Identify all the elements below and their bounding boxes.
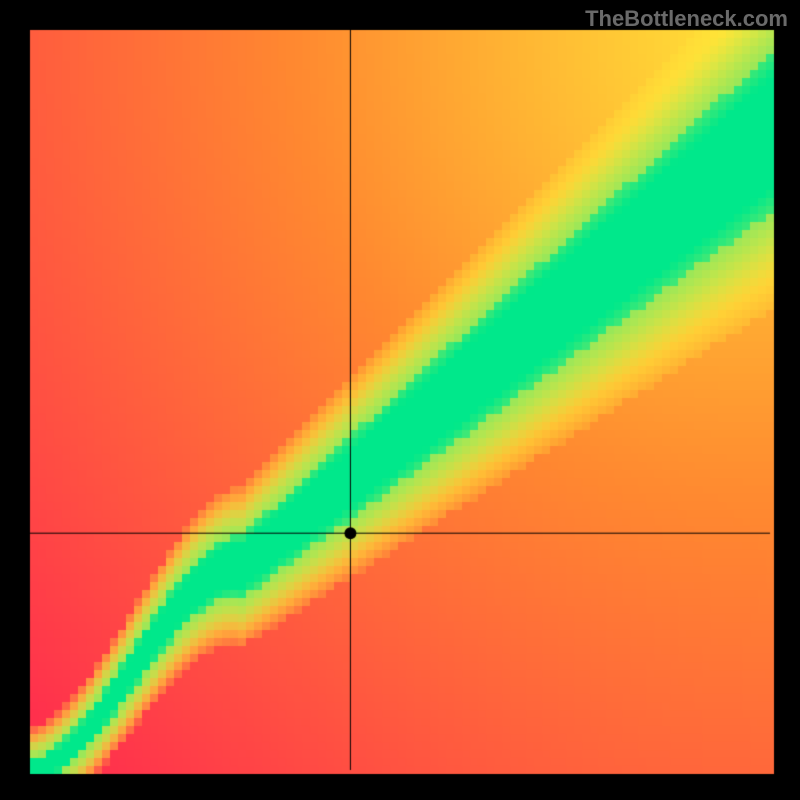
watermark-text: TheBottleneck.com [585,6,788,32]
heatmap-canvas [0,0,800,800]
chart-container: TheBottleneck.com [0,0,800,800]
